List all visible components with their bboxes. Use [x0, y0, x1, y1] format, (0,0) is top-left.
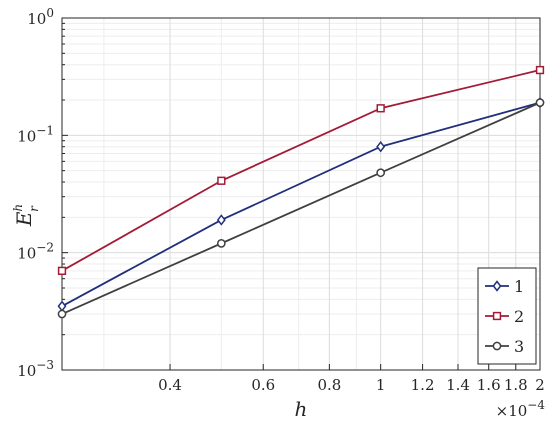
x-tick-label: 1.6: [477, 376, 501, 394]
y-axis-label-sup: h: [11, 204, 25, 212]
y-tick-label: 100: [27, 6, 54, 28]
data-point-diamond: [216, 214, 226, 226]
series-line: [61, 101, 541, 307]
legend-entry-1: 1: [485, 277, 524, 296]
minor-grid: [62, 18, 540, 370]
x-tick-label: 1.8: [504, 376, 528, 394]
major-grid: [62, 17, 541, 371]
y-tick-label: 10−1: [17, 123, 54, 145]
y-tick-exponent: −3: [36, 358, 54, 372]
y-tick-base: 10: [17, 245, 36, 263]
data-point-square: [217, 176, 226, 185]
y-tick-base: 10: [27, 10, 46, 28]
data-point-diamond: [376, 140, 386, 153]
data-point-diamond: [492, 280, 502, 292]
y-tick-exponent: 0: [46, 6, 54, 20]
y-axis-label: Eh r: [11, 204, 41, 227]
x-axis-label: h: [295, 397, 308, 421]
y-axis-label-base: E: [12, 211, 36, 227]
data-point-circle: [216, 239, 226, 248]
x-tick-label: 1: [376, 376, 386, 394]
x-tick-label: 0.8: [317, 376, 341, 394]
y-axis-label-sub: r: [27, 205, 41, 212]
data-point-square: [57, 266, 67, 275]
y-tick-label: 10−2: [17, 241, 54, 263]
x-tick-label: 1.4: [446, 376, 470, 394]
legend-label: 3: [514, 337, 524, 356]
y-tick-base: 10: [17, 362, 36, 380]
x-multiplier-exponent: −4: [527, 398, 545, 412]
y-tick-exponent: −1: [36, 123, 54, 137]
legend-label: 2: [514, 307, 524, 326]
x-axis-multiplier: ×10−4: [496, 398, 546, 420]
data-point-square: [535, 65, 545, 75]
y-tick-exponent: −2: [36, 241, 54, 255]
legend-label: 1: [514, 277, 524, 296]
data-point-circle: [376, 168, 386, 178]
data-point-circle: [57, 309, 67, 319]
plot-frame: [61, 17, 541, 371]
axis-ticks: [62, 17, 541, 371]
data-point-diamond: [57, 300, 67, 312]
series-layer: [57, 65, 545, 319]
data-point-square: [492, 311, 502, 321]
data-point-circle: [535, 98, 545, 107]
legend-entry-3: 3: [485, 337, 524, 356]
y-tick-base: 10: [17, 127, 36, 145]
x-multiplier-base: ×10: [496, 402, 528, 420]
y-tick-label: 10−3: [17, 358, 54, 380]
series-line: [61, 69, 541, 272]
data-point-square: [376, 104, 385, 113]
x-tick-label: 0.4: [158, 376, 182, 394]
series-2: [57, 65, 545, 275]
x-tick-label: 2: [535, 376, 545, 394]
series-3: [57, 98, 545, 319]
x-tick-label: 0.6: [251, 376, 275, 394]
series-line: [61, 101, 541, 315]
legend: 1 2 3: [477, 267, 537, 365]
x-tick-label: 1.2: [411, 376, 435, 394]
x-tick-labels: 0.4 0.6 0.8 1 1.2 1.4 1.6 1.8 2: [158, 376, 545, 394]
legend-entry-2: 2: [485, 307, 524, 326]
data-point-circle: [492, 341, 502, 351]
